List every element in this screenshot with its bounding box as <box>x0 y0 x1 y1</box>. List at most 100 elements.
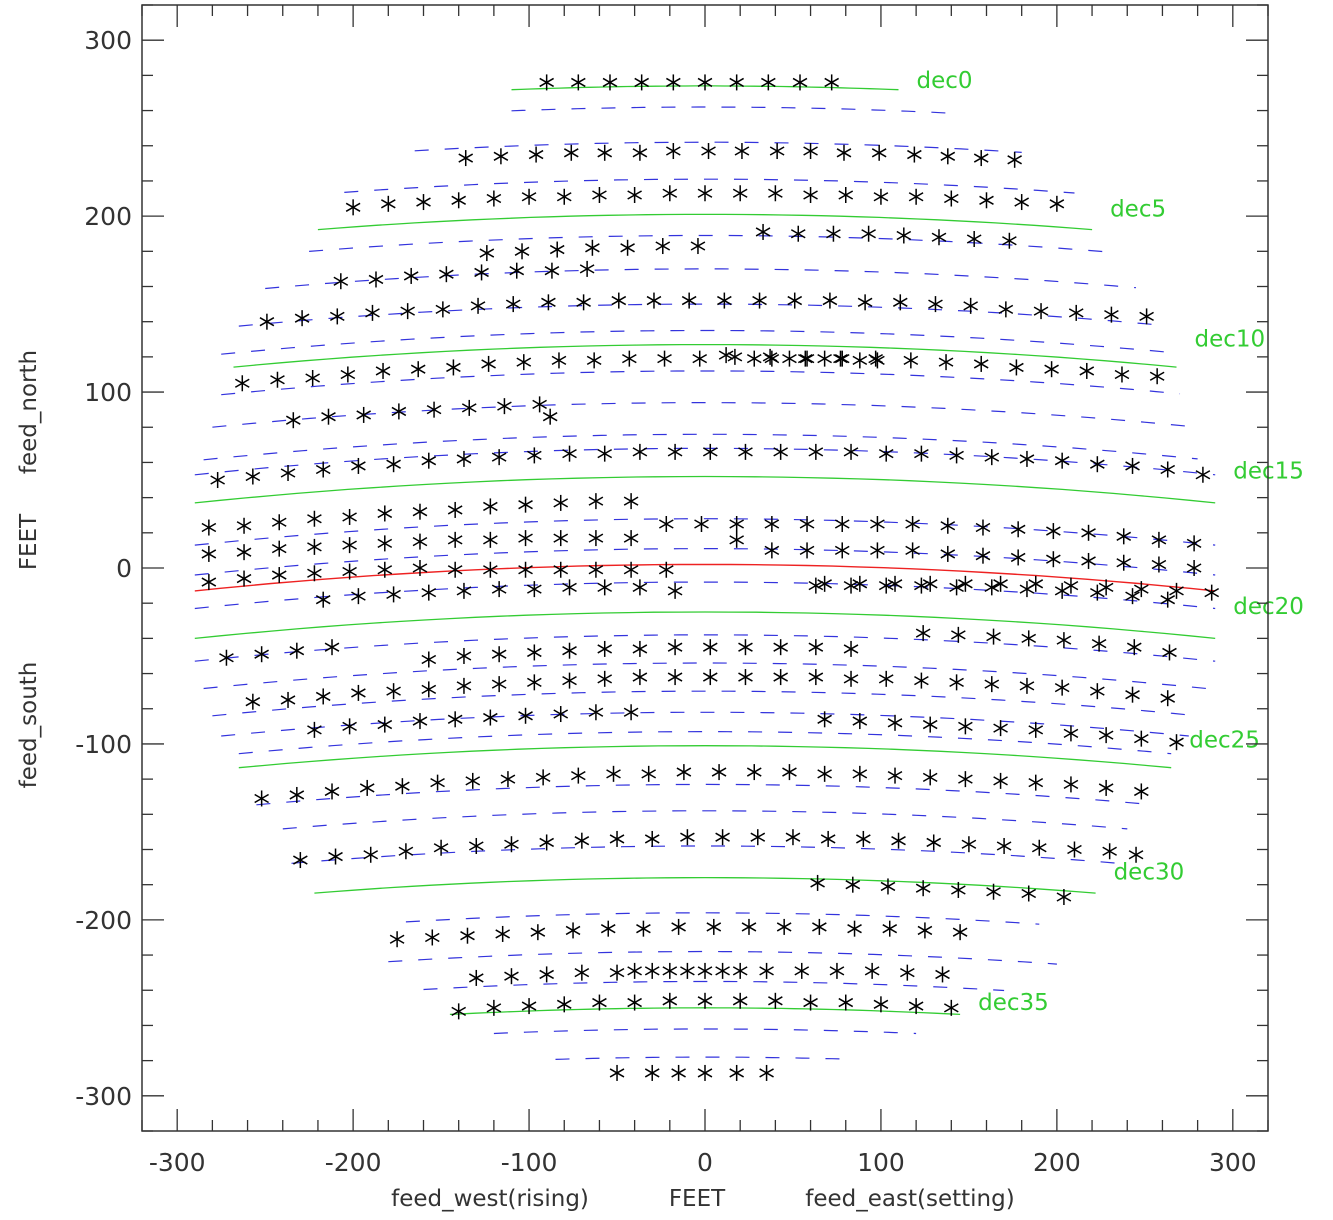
data-point <box>738 669 753 686</box>
data-point <box>792 74 808 91</box>
data-point <box>574 964 590 981</box>
data-point <box>271 567 287 584</box>
data-point <box>1007 151 1022 168</box>
dashed-track <box>194 518 1216 546</box>
dashed-track <box>309 234 1110 253</box>
data-point <box>940 148 956 165</box>
data-point <box>797 350 813 367</box>
data-point <box>692 350 708 367</box>
data-point <box>810 874 825 891</box>
data-point <box>495 925 511 942</box>
data-point <box>305 369 320 386</box>
data-point <box>527 644 542 661</box>
data-point <box>245 693 261 710</box>
data-point <box>456 450 472 467</box>
data-point <box>1046 523 1061 540</box>
dashed-track <box>265 268 1137 290</box>
data-point <box>329 308 345 325</box>
x-tick-label: 300 <box>1209 1148 1257 1177</box>
data-point <box>940 517 956 534</box>
data-point <box>430 774 445 791</box>
data-point <box>667 443 683 460</box>
data-point <box>727 348 743 365</box>
data-point <box>878 577 894 594</box>
data-point <box>285 412 301 429</box>
data-point <box>592 994 607 1011</box>
data-point <box>718 347 734 364</box>
data-point <box>1049 195 1065 212</box>
data-point <box>1033 303 1049 320</box>
data-point <box>1028 575 1044 592</box>
data-point <box>412 503 428 520</box>
dashed-track <box>414 141 1022 153</box>
data-point <box>834 542 850 559</box>
data-point <box>201 574 217 591</box>
data-point <box>1056 632 1072 649</box>
data-point <box>465 772 481 789</box>
data-point <box>892 294 908 311</box>
data-point <box>456 677 472 694</box>
data-point <box>667 669 683 686</box>
data-point <box>680 829 695 846</box>
data-point <box>620 239 635 256</box>
data-point <box>622 350 637 367</box>
data-point <box>1151 556 1167 573</box>
data-point <box>481 355 496 372</box>
data-point <box>553 530 569 547</box>
data-point <box>943 999 959 1016</box>
data-point <box>697 992 713 1009</box>
data-point <box>570 74 586 91</box>
data-point <box>1091 635 1107 652</box>
data-point <box>1081 552 1096 569</box>
data-point <box>491 676 507 693</box>
data-point <box>873 188 889 205</box>
data-point <box>636 920 651 937</box>
data-point <box>570 767 586 784</box>
data-point <box>468 837 484 854</box>
data-point <box>986 883 1001 900</box>
data-point <box>632 669 648 686</box>
data-point <box>880 878 896 895</box>
data-point <box>553 494 569 511</box>
data-point <box>773 443 788 460</box>
data-point <box>984 579 1000 596</box>
dashed-track <box>194 547 1216 576</box>
data-point <box>1021 630 1037 647</box>
data-point <box>834 350 850 367</box>
data-point <box>857 294 873 311</box>
data-point <box>521 998 537 1015</box>
data-point <box>882 920 898 937</box>
data-point <box>254 790 269 807</box>
data-point <box>386 456 401 473</box>
data-point <box>1019 450 1035 467</box>
dashed-track <box>388 950 1057 965</box>
dashed-track <box>282 810 1128 830</box>
data-point <box>729 516 745 533</box>
data-point <box>702 443 718 460</box>
data-point <box>1133 581 1149 598</box>
data-point <box>456 647 472 664</box>
data-point <box>822 292 838 309</box>
data-point <box>359 779 375 796</box>
data-point <box>439 266 454 283</box>
data-point <box>597 445 613 462</box>
data-point <box>973 355 989 372</box>
data-point <box>289 642 305 659</box>
y-tick-label: 0 <box>116 554 132 583</box>
data-point <box>1098 779 1114 796</box>
data-point <box>289 786 305 803</box>
data-point <box>1102 843 1117 860</box>
data-point <box>1028 721 1044 738</box>
data-point <box>606 765 621 782</box>
data-point <box>671 1064 686 1081</box>
dashed-track <box>203 433 1198 461</box>
data-point <box>1162 644 1177 661</box>
data-point <box>836 144 852 161</box>
data-point <box>375 362 391 379</box>
data-point <box>1014 194 1030 211</box>
data-point <box>474 264 489 281</box>
data-point <box>377 561 393 578</box>
data-point <box>1063 577 1079 594</box>
data-point <box>667 639 683 656</box>
data-point <box>509 262 525 279</box>
